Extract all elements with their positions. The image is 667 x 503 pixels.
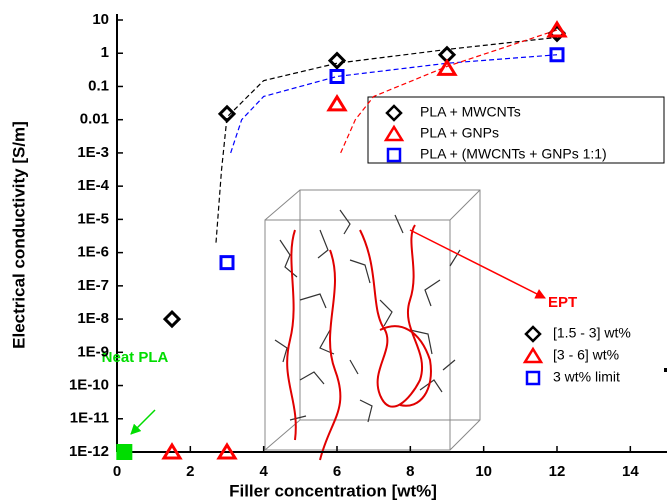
x-tick-label: 0 xyxy=(113,463,121,480)
x-tick-label: 10 xyxy=(475,463,492,480)
y-tick-label: 1E-9 xyxy=(77,343,109,360)
legend2-label: [1.5 - 3] wt% xyxy=(553,325,631,341)
marker-diamond xyxy=(220,107,234,121)
y-tick-label: 1E-12 xyxy=(69,443,109,460)
chart: Filler concentration [wt%] Electrical co… xyxy=(0,0,667,503)
legend-label: PLA + GNPs xyxy=(420,125,499,141)
x-tick-label: 8 xyxy=(406,463,414,480)
marker-diamond xyxy=(165,312,179,326)
x-tick-label: 2 xyxy=(186,463,194,480)
y-tick-label: 0.1 xyxy=(88,77,109,94)
y-tick-label: 10 xyxy=(92,11,109,28)
y-tick-label: 1E-10 xyxy=(69,377,109,394)
x-axis-title: Filler concentration [wt%] xyxy=(229,481,437,500)
neat-arrow xyxy=(131,410,155,434)
x-tick-label: 14 xyxy=(622,463,639,480)
y-tick-label: 1E-6 xyxy=(77,244,109,261)
y-tick-label: 1E-11 xyxy=(70,410,109,427)
y-tick-label: 0.01 xyxy=(80,111,109,128)
ept-label: EPT xyxy=(548,294,577,311)
y-axis-title: Electrical conductivity [S/m] xyxy=(9,121,28,349)
legend-label: PLA + MWCNTs xyxy=(420,104,521,120)
legend-label: PLA + (MWCNTs + GNPs 1:1) xyxy=(420,146,607,162)
y-tick-label: 1E-7 xyxy=(77,277,109,294)
y-tick-label: 1E-4 xyxy=(77,177,109,194)
marker-diamond xyxy=(330,54,344,68)
x-tick-label: 6 xyxy=(333,463,341,480)
network-illustration xyxy=(265,190,480,460)
x-tick-label: 4 xyxy=(259,463,268,480)
legend2-label: 3 wt% limit xyxy=(553,369,620,385)
marker-square xyxy=(221,257,233,269)
neat-point xyxy=(116,444,132,460)
marker-triangle xyxy=(549,23,565,36)
y-tick-label: 1E-8 xyxy=(77,310,109,327)
neat-label: Neat PLA xyxy=(102,349,169,366)
y-tick-label: 1E-5 xyxy=(77,210,109,227)
y-tick-label: 1E-3 xyxy=(77,144,109,161)
ept-arrow xyxy=(410,230,545,298)
x-tick-label: 12 xyxy=(549,463,566,480)
marker-triangle xyxy=(329,97,345,110)
y-tick-label: 1 xyxy=(101,44,109,61)
legend2-label: [3 - 6] wt% xyxy=(553,347,619,363)
